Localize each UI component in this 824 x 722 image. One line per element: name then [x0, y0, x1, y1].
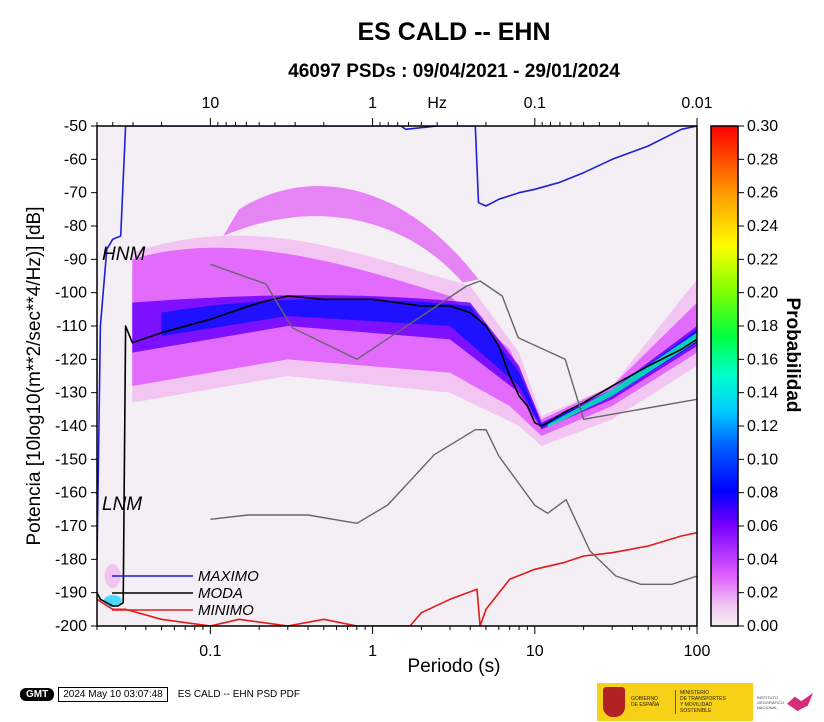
chart-subtitle: 46097 PSDs : 09/04/2021 - 29/01/2024	[288, 61, 620, 82]
density-upper-arc	[223, 185, 479, 283]
colorbar-tick-label: 0.04	[747, 551, 778, 568]
colorbar-tick-label: 0.22	[747, 251, 778, 268]
y-tick-label: -100	[55, 285, 87, 302]
colorbar-tick-label: 0.20	[747, 285, 778, 302]
x2-tick-label: 10	[201, 95, 219, 112]
top-x-axis: 10 1 0.1 0.01 Hz	[96, 95, 713, 126]
legend: MAXIMO MODA MINIMO	[112, 568, 259, 619]
chart-title: ES CALD -- EHN	[357, 18, 550, 46]
colorbar-scale	[710, 125, 739, 627]
y-axis-label: Potencia [10log10(m**2/sec**4/Hz)] [dB]	[24, 206, 45, 545]
x-tick-label: 0.1	[199, 643, 221, 660]
lnm-label: LNM	[102, 494, 142, 515]
government-text: GOBIERNO DE ESPAÑA	[631, 696, 660, 708]
colorbar-tick-label: 0.18	[747, 318, 778, 335]
footer: GMT 2024 May 10 03:07:48 ES CALD -- EHN …	[20, 684, 300, 704]
colorbar-tick-label: 0.24	[747, 218, 778, 235]
series-line-minimo	[97, 531, 697, 626]
ign-text: INSTITUTO GEOGRÁFICO NACIONAL	[757, 694, 785, 710]
x-axis: 0.1 1 10 100	[96, 626, 711, 660]
colorbar-tick-label: 0.28	[747, 151, 778, 168]
gmt-logo: GMT	[20, 687, 55, 701]
x2-tick-label: 0.1	[524, 95, 546, 112]
y-tick-label: -120	[55, 351, 87, 368]
y-tick-label: -50	[64, 118, 87, 135]
x-tick-label: 1	[368, 643, 377, 660]
government-banner: GOBIERNO DE ESPAÑA MINISTERIO DE TRANSPO…	[597, 683, 753, 721]
legend-label-minimo: MINIMO	[198, 602, 254, 619]
y-axis: -200 -190 -180 -170 -160 -150 -140 -130 -120 -110…	[55, 118, 97, 635]
series-line-hnm	[210, 263, 697, 420]
colorbar: 0.00 0.02 0.04 0.06 0.08 0.10 0.12 0.14 0.16 0.18…	[710, 118, 803, 635]
y-tick-label: -170	[55, 518, 87, 535]
colorbar-tick-label: 0.02	[747, 585, 778, 602]
y-tick-label: -160	[55, 485, 87, 502]
footer-caption: ES CALD -- EHN PSD PDF	[177, 688, 300, 700]
y-tick-label: -180	[55, 551, 87, 568]
y-tick-label: -130	[55, 385, 87, 402]
colorbar-tick-label: 0.06	[747, 518, 778, 535]
colorbar-tick-label: 0.10	[747, 451, 778, 468]
hnm-label: HNM	[102, 244, 145, 265]
y-tick-label: -200	[55, 618, 87, 635]
x-axis-label: Periodo (s)	[408, 656, 501, 677]
colorbar-tick-label: 0.00	[747, 618, 778, 635]
probability-density	[103, 185, 697, 607]
plot-frame	[96, 125, 698, 627]
density-green-streak	[547, 332, 697, 428]
y-tick-label: -70	[64, 185, 87, 202]
y-tick-label: -80	[64, 218, 87, 235]
x-tick-label: 10	[526, 643, 544, 660]
timestamp: 2024 May 10 03:07:48	[58, 686, 168, 702]
y-tick-label: -150	[55, 451, 87, 468]
coat-of-arms-icon	[603, 687, 625, 717]
y-tick-label: -190	[55, 585, 87, 602]
colorbar-tick-label: 0.14	[747, 385, 778, 402]
colorbar-tick-label: 0.12	[747, 418, 778, 435]
legend-label-maximo: MAXIMO	[198, 568, 259, 585]
ign-logo: INSTITUTO GEOGRÁFICO NACIONAL	[753, 683, 823, 721]
colorbar-tick-label: 0.08	[747, 485, 778, 502]
colorbar-tick-label: 0.16	[747, 351, 778, 368]
series-line-moda	[97, 295, 697, 607]
psd-chart: ES CALD -- EHN 46097 PSDs : 09/04/2021 -…	[24, 18, 803, 677]
ministry-text: MINISTERIO DE TRANSPORTES Y MOVILIDAD SO…	[675, 690, 740, 714]
y-tick-label: -110	[56, 318, 87, 335]
colorbar-tick-label: 0.30	[747, 118, 778, 135]
x-tick-label: 100	[684, 643, 711, 660]
density-ridge	[161, 299, 697, 428]
colorbar-label: Probabilidad	[782, 297, 803, 412]
x2-tick-label: 1	[368, 95, 377, 112]
y-tick-label: -90	[64, 251, 87, 268]
ign-mark-icon	[787, 693, 813, 711]
colorbar-ticks: 0.00 0.02 0.04 0.06 0.08 0.10 0.12 0.14 0.16 0.18…	[738, 118, 778, 635]
series-line-lnm	[210, 429, 697, 585]
y-tick-label: -140	[55, 418, 87, 435]
x2-tick-label: 0.01	[681, 95, 712, 112]
series-layer	[97, 126, 697, 626]
series-line-maximo	[97, 126, 697, 560]
x2-unit-label: Hz	[427, 95, 447, 112]
colorbar-tick-label: 0.26	[747, 185, 778, 202]
y-tick-label: -60	[64, 151, 87, 168]
legend-label-moda: MODA	[198, 585, 243, 602]
density-body	[132, 247, 697, 436]
